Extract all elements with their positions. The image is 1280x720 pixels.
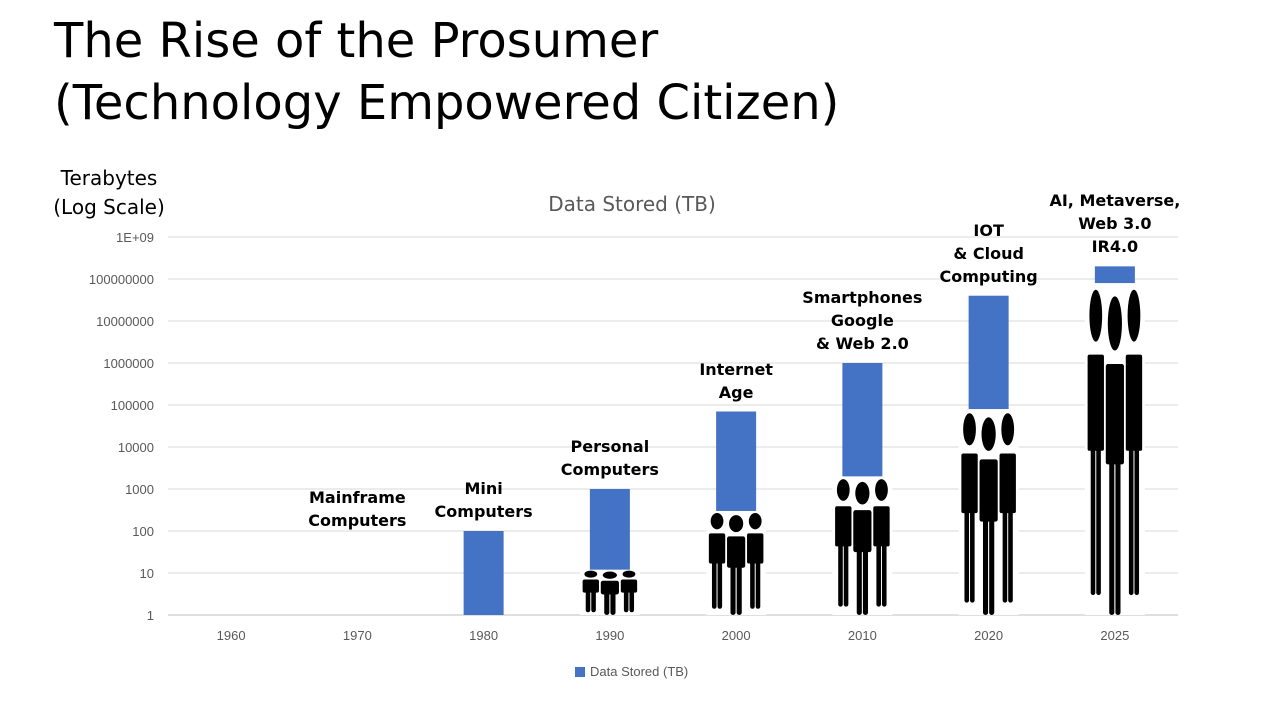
era-label-line: Mini [464, 479, 503, 498]
era-label-2020: IOT & Cloud Computing [904, 219, 1074, 288]
y-tick-label: 10 [140, 566, 154, 581]
x-tick-label: 1980 [469, 628, 498, 643]
x-tick-label: 2020 [974, 628, 1003, 643]
era-label-1980: Mini Computers [399, 477, 569, 523]
x-tick-label: 2025 [1100, 628, 1129, 643]
legend-label: Data Stored (TB) [590, 664, 689, 679]
y-axis-caption-line-2: (Log Scale) [53, 195, 165, 219]
era-label-line: AI, Metaverse, [1049, 191, 1181, 211]
y-tick-label: 10000 [118, 440, 154, 455]
era-label-line: Web 3.0 [1078, 214, 1152, 234]
era-label-2000: Internet Age [651, 358, 821, 404]
y-tick-label: 1000000 [103, 356, 154, 371]
era-label-line: IR4.0 [1091, 237, 1139, 257]
people-group-icon [579, 569, 640, 615]
legend-swatch [575, 666, 585, 677]
era-label-line: & Web 2.0 [815, 334, 909, 353]
y-tick-label: 1000 [125, 482, 154, 497]
era-label-line: Age [718, 382, 754, 402]
people-group-icon [832, 476, 893, 615]
people-group-icon [958, 409, 1019, 615]
era-label-line: Internet [699, 359, 773, 379]
era-label-line: Computers [560, 460, 659, 479]
y-tick-label: 100 [132, 524, 154, 539]
y-tick-label: 100000 [111, 398, 154, 413]
slide-title: The Rise of the Prosumer (Technology Emp… [54, 10, 839, 134]
chart-legend: Data Stored (TB) [575, 664, 688, 679]
y-axis-caption: Terabytes (Log Scale) [50, 164, 168, 222]
era-label-line: Mainframe [308, 488, 406, 507]
era-label-line: & Cloud [953, 243, 1024, 263]
era-label-2010: Smartphones Google & Web 2.0 [777, 286, 947, 355]
bar-1980 [463, 531, 504, 615]
people-group-icon [706, 510, 767, 615]
era-label-1970: Mainframe Computers [272, 486, 442, 532]
slide-title-line-1: The Rise of the Prosumer [54, 13, 659, 69]
x-tick-label: 2010 [848, 628, 877, 643]
x-tick-label: 2000 [722, 628, 751, 643]
x-tick-label: 1960 [217, 628, 246, 643]
chart-title: Data Stored (TB) [548, 192, 716, 216]
era-label-line: Computers [308, 511, 407, 530]
x-tick-label: 1990 [595, 628, 624, 643]
y-tick-label: 100000000 [89, 272, 154, 287]
y-tick-label: 1E+09 [116, 230, 154, 245]
era-label-line: Computing [939, 266, 1038, 286]
slide-title-line-2: (Technology Empowered Citizen) [54, 75, 840, 131]
era-label-line: Personal [570, 437, 650, 456]
era-label-line: Google [830, 311, 894, 330]
people-group-icon [1084, 283, 1145, 615]
y-axis-caption-line-1: Terabytes [60, 166, 158, 190]
y-tick-label: 10000000 [96, 314, 154, 329]
era-label-2025: AI, Metaverse, Web 3.0 IR4.0 [1030, 189, 1200, 258]
era-label-1990: Personal Computers [525, 435, 695, 481]
era-label-line: Smartphones [802, 288, 923, 307]
era-label-line: Computers [434, 502, 533, 521]
y-tick-label: 1 [147, 608, 154, 623]
x-tick-label: 1970 [343, 628, 372, 643]
era-label-line: IOT [973, 220, 1004, 240]
